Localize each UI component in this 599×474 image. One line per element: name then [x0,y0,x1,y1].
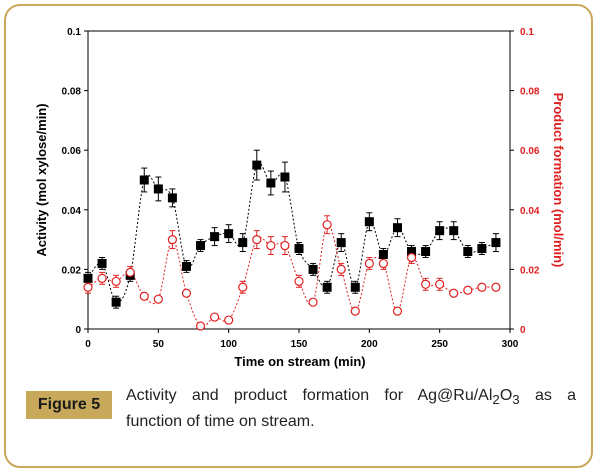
axes: 0 50 100 150 200 250 30000.020.040.060.080.100… [62,27,540,350]
series-line-0 [87,162,497,303]
data-point-circle [421,279,431,289]
series-lines [87,162,497,328]
data-point-square [210,232,220,242]
data-point-square [449,226,459,236]
data-point-square [167,193,177,203]
data-point-circle [378,258,388,269]
data-point-circle [224,315,234,325]
data-point-circle [238,282,248,292]
data-point-square [407,247,417,257]
data-point-circle [322,220,332,230]
data-point-circle [435,279,445,289]
y2-axis-label: Product formation (mol/min) [551,93,566,268]
y-tick-label: 0.08 [62,87,82,98]
data-point-circle [336,264,346,274]
figure-caption: Figure 5 Activity and product formation … [26,385,576,445]
data-point-square [477,244,487,254]
data-point-circle [139,291,149,301]
caption-text-part: O [499,387,513,404]
data-point-circle [477,282,487,292]
data-point-square [463,247,473,257]
data-point-square [350,282,360,292]
data-point-circle [111,276,121,286]
x-tick-label: 0 [85,339,91,350]
figure-frame [4,4,593,468]
data-point-circle [97,273,107,283]
data-point-circle [280,240,290,251]
series-line-1 [87,223,496,328]
x-tick-label: 250 [431,339,448,350]
data-point-circle [463,285,473,295]
caption-text: Activity and product formation for Ag@Ru… [126,385,576,433]
caption-text-part: as a [519,387,576,404]
data-point-square [266,178,276,188]
data-point-circle [125,267,135,277]
data-point-circle [252,235,262,245]
figure-label: Figure 5 [26,391,112,419]
data-point-square [111,297,121,307]
caption-subscript: 3 [512,392,520,408]
data-point-circle [294,276,304,286]
data-point-circle [153,294,163,304]
data-point-circle [167,235,177,245]
data-point-circle [195,321,206,331]
x-tick-label: 150 [291,339,308,350]
data-point-square [252,160,262,170]
y2-tick-label: 0 [520,325,526,336]
y2-tick-label: 0.08 [520,87,540,98]
data-point-square [280,172,290,182]
caption-text-part: Activity and product formation for Ag@Ru… [126,387,493,404]
data-point-square [153,184,163,194]
y2-tick-label: 0.06 [520,146,540,157]
data-point-square [224,229,234,239]
data-point-square [294,244,304,254]
data-point-circle [449,288,459,298]
caption-line-2: function of time on stream. [126,413,315,431]
data-point-circle [392,306,403,316]
y-axis-label: Activity (mol xylose/min) [34,103,49,256]
caption-subscript: 2 [492,392,500,408]
y-tick-label: 0.06 [62,146,82,157]
data-point-square [336,238,346,248]
data-point-circle [364,258,374,269]
y-tick-label: 0.04 [62,206,82,217]
y-tick-label: 0.02 [62,265,82,276]
x-tick-label: 100 [220,339,237,350]
data-point-square [392,223,402,233]
data-point-square [491,238,501,248]
data-point-circle [181,288,192,298]
y-tick-label: 0.1 [67,27,81,38]
data-point-circle [210,312,220,322]
data-point-circle [406,252,417,263]
data-point-square [238,238,248,248]
data-point-square [196,241,206,251]
x-tick-label: 300 [502,339,519,350]
x-tick-label: 200 [361,339,378,350]
data-point-square [378,250,388,259]
y-tick-label: 0 [75,325,81,336]
data-markers [83,160,501,331]
x-axis-label: Time on stream (min) [234,354,365,369]
data-point-circle [308,297,318,307]
data-point-circle [491,282,501,292]
data-point-square [435,226,445,236]
y2-tick-label: 0.1 [520,27,534,38]
data-point-square [97,258,107,268]
data-point-square [364,217,374,227]
caption-line-1: Activity and product formation for Ag@Ru… [126,385,576,411]
data-point-square [181,261,191,271]
data-point-square [139,175,149,185]
data-point-circle [266,240,276,251]
axis-labels: Time on stream (min) Activity (mol xylos… [34,93,566,369]
chart: 0 50 100 150 200 250 30000.020.040.060.080.100… [34,27,566,369]
data-point-square [83,273,93,283]
data-point-circle [83,282,93,292]
data-point-square [322,282,332,292]
x-tick-label: 50 [153,339,165,350]
y2-tick-label: 0.04 [520,206,540,217]
data-point-square [308,264,318,274]
data-point-square [421,247,431,257]
data-point-circle [350,306,360,316]
y2-tick-label: 0.02 [520,265,540,276]
